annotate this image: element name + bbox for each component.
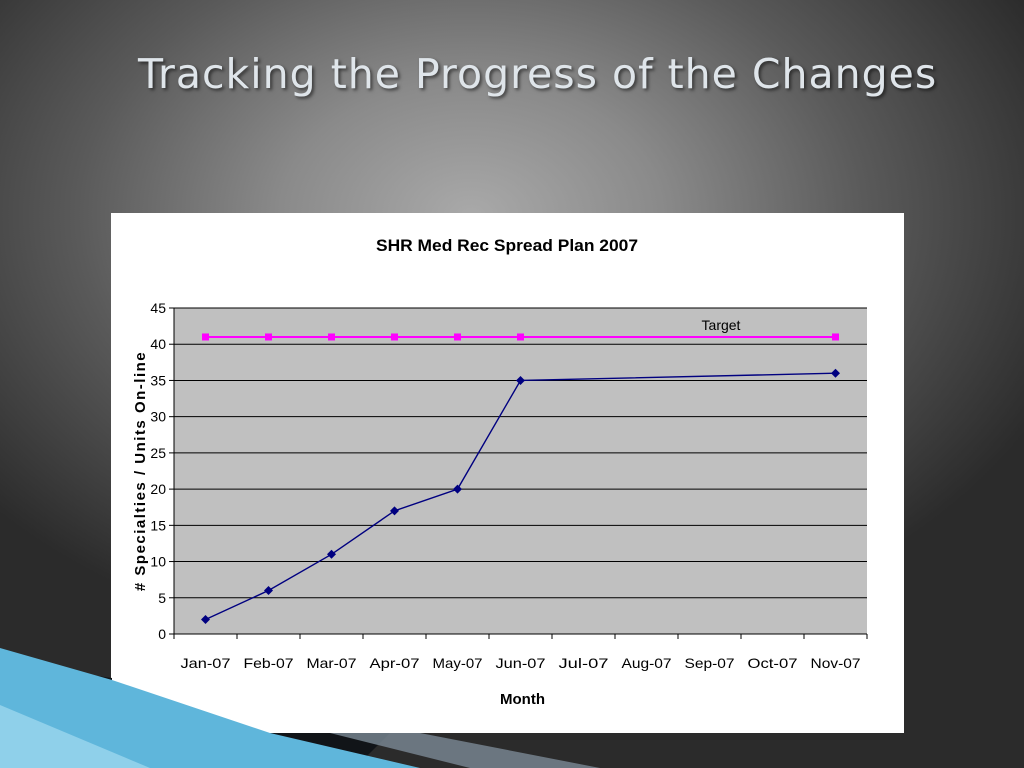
line-chart: 0 5 10 15 20 25 30 35 40 45 Jan-07 Feb-07 Mar-07 Apr-…	[132, 236, 868, 708]
x-tick-label: Oct-07	[748, 655, 798, 671]
corner-shape-steel	[330, 733, 600, 768]
x-tick-label: Jan-07	[181, 655, 231, 671]
data-point	[201, 615, 210, 625]
data-point	[454, 333, 461, 341]
y-tick-label: 45	[150, 300, 166, 316]
x-axis-label: Month	[500, 691, 545, 708]
corner-shape-light	[0, 705, 150, 768]
data-point	[832, 333, 839, 341]
x-tick-label: Sep-07	[685, 655, 735, 671]
y-tick-label: 30	[150, 409, 166, 425]
x-tick-label: Aug-07	[622, 655, 672, 671]
y-tick-label: 20	[150, 481, 166, 497]
data-point	[265, 333, 272, 341]
data-point	[327, 549, 336, 559]
y-tick-label: 25	[150, 445, 166, 461]
x-tick-label: Nov-07	[811, 655, 861, 671]
data-point	[202, 333, 209, 341]
y-tick-label: 5	[158, 590, 166, 606]
data-point	[390, 506, 399, 516]
corner-shape-blue	[0, 648, 420, 768]
slide-title: Tracking the Progress of the Changes	[138, 50, 938, 98]
series-label: Target	[702, 317, 741, 333]
x-tick-label: Apr-07	[370, 655, 420, 671]
y-tick-label: 15	[150, 517, 166, 533]
data-point	[328, 333, 335, 341]
data-point	[453, 484, 462, 494]
x-tick-label: Jun-07	[496, 655, 546, 671]
y-tick-label: 40	[150, 336, 166, 352]
x-tick-label: Feb-07	[244, 655, 294, 671]
chart-title: SHR Med Rec Spread Plan 2007	[376, 236, 638, 255]
data-point	[516, 375, 525, 385]
x-tick-label: Jul-07	[559, 655, 609, 671]
x-tick-label: May-07	[433, 655, 483, 671]
data-point	[831, 368, 840, 378]
y-tick-label: 0	[158, 626, 166, 642]
data-point	[264, 586, 273, 596]
data-point	[517, 333, 524, 341]
y-tick-label: 10	[150, 554, 166, 570]
y-tick-label: 35	[150, 372, 166, 388]
x-tick-label: Mar-07	[307, 655, 357, 671]
y-axis-label: # Specialties / Units On-line	[132, 351, 149, 591]
plot-area	[174, 308, 867, 634]
data-point	[391, 333, 398, 341]
chart-panel: 0 5 10 15 20 25 30 35 40 45 Jan-07 Feb-07 Mar-07 Apr-…	[111, 213, 904, 733]
